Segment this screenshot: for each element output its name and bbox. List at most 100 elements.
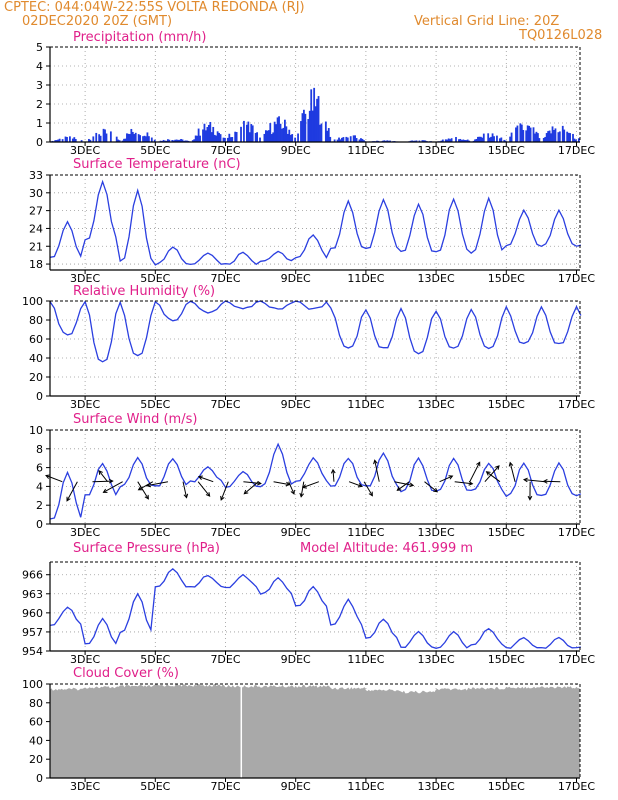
x-tick-label: 13DEC [418,526,455,539]
wind-arrow-head [527,495,533,501]
y-tick-label: 27 [29,205,43,218]
wind-arrow-head [66,496,71,502]
precip-bar [481,137,484,142]
precip-bar [525,130,528,142]
precip-bar [491,133,494,142]
precip-bar [577,138,580,142]
x-tick-label: 13DEC [418,272,455,285]
wind-arrow [484,465,500,483]
precip-bar [455,137,457,142]
precip-bar [545,133,548,142]
x-tick-label: 13DEC [418,144,455,157]
precip-bar [550,133,552,142]
x-tick-label: 17DEC [558,144,595,157]
precip-bar [474,139,476,142]
precip-bar [563,129,566,142]
precip-bar [205,130,207,142]
precip-bar [209,121,212,142]
precip-bar [569,133,571,142]
wind-arrow-head [102,488,108,493]
precip-bar [235,132,238,142]
precip-bar [534,133,536,142]
precip-bar [181,139,184,142]
wind-arrow-head [45,474,51,479]
x-tick-label: 5DEC [140,272,170,285]
precip-bar [61,139,64,142]
precip-bar [553,129,555,142]
x-tick-label: 11DEC [347,780,384,793]
precip-bar [515,127,517,142]
wind-arrow [273,481,290,486]
y-tick-label: 5 [36,41,43,54]
precip-bar [554,128,557,142]
y-tick-label: 2 [36,98,43,111]
precip-bar [542,137,545,142]
precip-bar [128,134,131,142]
precip-bar [283,119,286,142]
precip-bar [500,137,503,142]
precip-bar [218,132,220,142]
y-tick-label: 0 [36,136,43,149]
precip-bar [286,133,289,142]
wind-arrow-head [448,475,454,480]
precip-bar [297,133,299,142]
x-tick-label: 5DEC [140,653,170,666]
y-tick-label: 6 [36,462,43,475]
precip-bar [487,133,490,142]
precip-bar [137,134,140,142]
precip-bar [54,140,57,142]
precip-bar [449,139,452,142]
precip-bar [109,131,112,142]
panel-annotation: Model Altitude: 461.999 m [300,541,473,556]
wind-arrow-head [108,478,114,484]
x-tick-label: 7DEC [210,272,240,285]
precip-bar [319,124,321,142]
series-group [49,179,582,266]
precip-bar [409,140,412,142]
precip-bar [352,135,355,142]
precip-bar [186,140,188,142]
wind-arrow [198,476,214,483]
precip-bar [304,113,307,142]
panel-surface-wind: Surface Wind (m/s) 0 2 4 6 8 10 3DEC 5DEC 7DEC 9DE… [29,412,595,539]
precip-bar [493,136,495,142]
x-tick-label: 7DEC [210,398,240,411]
precip-bar [516,125,519,142]
precip-bar [387,140,390,142]
precip-bar [381,140,384,142]
precip-bar [191,140,194,142]
x-tick-label: 7DEC [210,780,240,793]
series-line [49,568,581,649]
precip-bar [80,140,83,142]
y-tick-label: 966 [22,569,43,582]
precip-bar [418,140,421,142]
precip-bar [441,139,444,142]
wind-arrow [66,481,78,502]
precip-bar [316,98,318,142]
wind-arrow [454,481,473,485]
precip-bar [251,125,254,142]
x-tick-label: 3DEC [70,398,100,411]
precip-bar [303,109,305,142]
precip-bar [346,137,349,142]
y-tick-label: 1 [36,117,43,130]
x-tick-label: 7DEC [210,526,240,539]
precip-bar [526,125,529,142]
wind-arrow-head [183,493,189,499]
header-model-id: TQ0126L028 [518,28,602,43]
wind-arrow-head [290,489,295,495]
precip-bar [121,140,124,142]
precip-bar [360,138,362,142]
precip-bar [376,140,378,142]
panel-title: Surface Wind (m/s) [73,412,197,427]
precip-bar [143,135,146,142]
precip-bar [123,138,125,142]
x-tick-label: 3DEC [70,653,100,666]
precip-bar [358,139,361,142]
x-tick-label: 7DEC [210,144,240,157]
precip-bar [124,138,127,142]
cloud-cover-area [50,684,580,778]
y-tick-label: 0 [36,772,43,785]
wind-arrow-head [396,486,402,491]
